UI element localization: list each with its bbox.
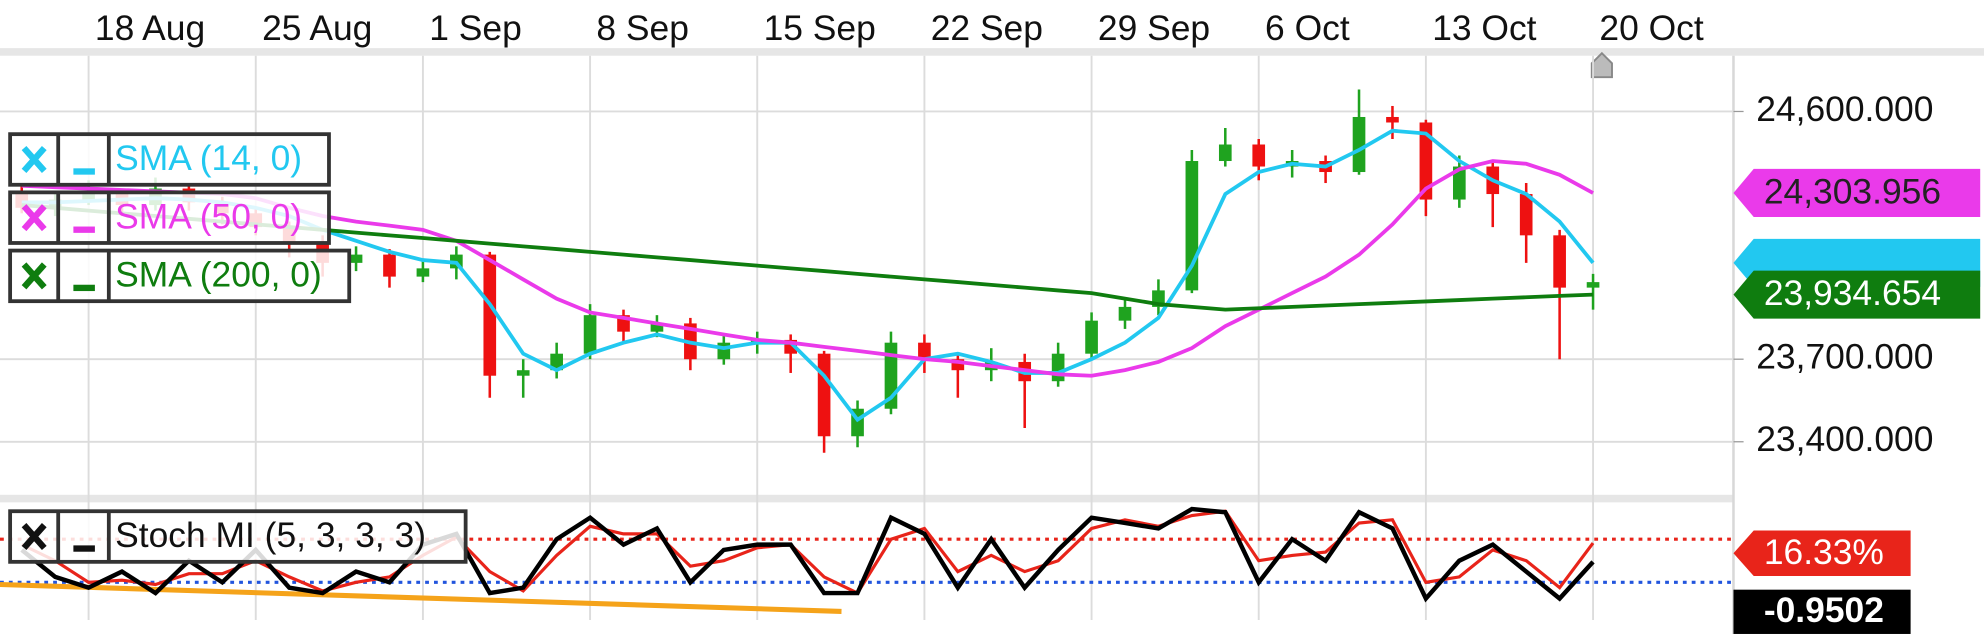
legend-close-icon (21, 145, 47, 173)
candle-body (951, 359, 965, 371)
candle-body (550, 353, 563, 371)
stoch-tag-label: 16.33% (1764, 532, 1884, 572)
y-tick-label: 24,600.000 (1756, 89, 1933, 129)
axis-separator (0, 48, 1984, 56)
candle-body (918, 342, 931, 360)
legend-box (8, 509, 468, 564)
legend-box (8, 248, 352, 304)
trend-line (0, 581, 842, 614)
candle-body (516, 370, 530, 376)
legend-close-icon (21, 262, 47, 290)
candle-body (650, 323, 664, 332)
panel-separator (0, 494, 1734, 503)
candle-body (717, 342, 731, 360)
candle-body (1419, 122, 1433, 200)
stoch-tag-label: -0.9502 (1764, 590, 1884, 630)
legend-minimize-icon (73, 168, 95, 175)
legend-minimize-icon (73, 284, 95, 292)
x-tick-label: 13 Oct (1432, 8, 1536, 48)
candle-body (1452, 166, 1466, 200)
x-tick-label: 1 Sep (429, 8, 522, 48)
stoch-tag (1733, 530, 1911, 577)
legend-box (8, 132, 331, 187)
x-tick-label: 25 Aug (262, 8, 372, 48)
x-tick-label: 8 Sep (596, 8, 689, 48)
candle-body (349, 254, 363, 263)
candle-body (1553, 235, 1566, 288)
candle-body (1586, 282, 1600, 288)
x-tick-label: 15 Sep (764, 8, 876, 48)
y-tick-label: 23,400.000 (1756, 419, 1933, 459)
x-tick-label: 6 Oct (1265, 8, 1350, 48)
candle-body (383, 254, 396, 277)
x-tick-label: 22 Sep (931, 8, 1043, 48)
candle-body (1352, 116, 1366, 173)
stoch-line (21, 509, 1595, 596)
stoch-tag (1733, 589, 1911, 634)
candle-body (817, 353, 831, 437)
price-tag (1733, 168, 1981, 218)
stoch-line (20, 506, 1595, 603)
price-tag-label: 23,934.654 (1764, 273, 1941, 313)
legend-minimize-icon (73, 226, 95, 233)
legend-label: Stoch MI (5, 3, 3, 3) (115, 515, 426, 555)
x-tick-label: 20 Oct (1599, 8, 1703, 48)
price-tag-label: 24,303.956 (1764, 172, 1941, 212)
candle-body (1252, 144, 1266, 167)
candle-body (1085, 320, 1098, 354)
candle-body (416, 268, 430, 277)
home-marker (1590, 51, 1613, 79)
y-tick-label: 23,700.000 (1756, 337, 1933, 377)
legend-label: SMA (14, 0) (115, 138, 302, 178)
candle-body (1218, 144, 1232, 162)
x-tick-label: 29 Sep (1098, 8, 1210, 48)
candle-body (1118, 306, 1132, 321)
candle-body (483, 254, 497, 376)
candle-body (1519, 194, 1533, 236)
candle-body (1386, 116, 1399, 123)
legend-minimize-icon (73, 545, 95, 552)
legend-box (8, 190, 331, 245)
legend-close-icon (21, 523, 47, 551)
price-tag (1733, 270, 1981, 319)
legend-label: SMA (50, 0) (115, 196, 302, 236)
legend-close-icon (21, 204, 47, 232)
legend-label: SMA (200, 0) (115, 255, 322, 295)
candle-body (1051, 353, 1065, 382)
candle-body (583, 315, 597, 354)
x-tick-label: 18 Aug (95, 8, 205, 48)
